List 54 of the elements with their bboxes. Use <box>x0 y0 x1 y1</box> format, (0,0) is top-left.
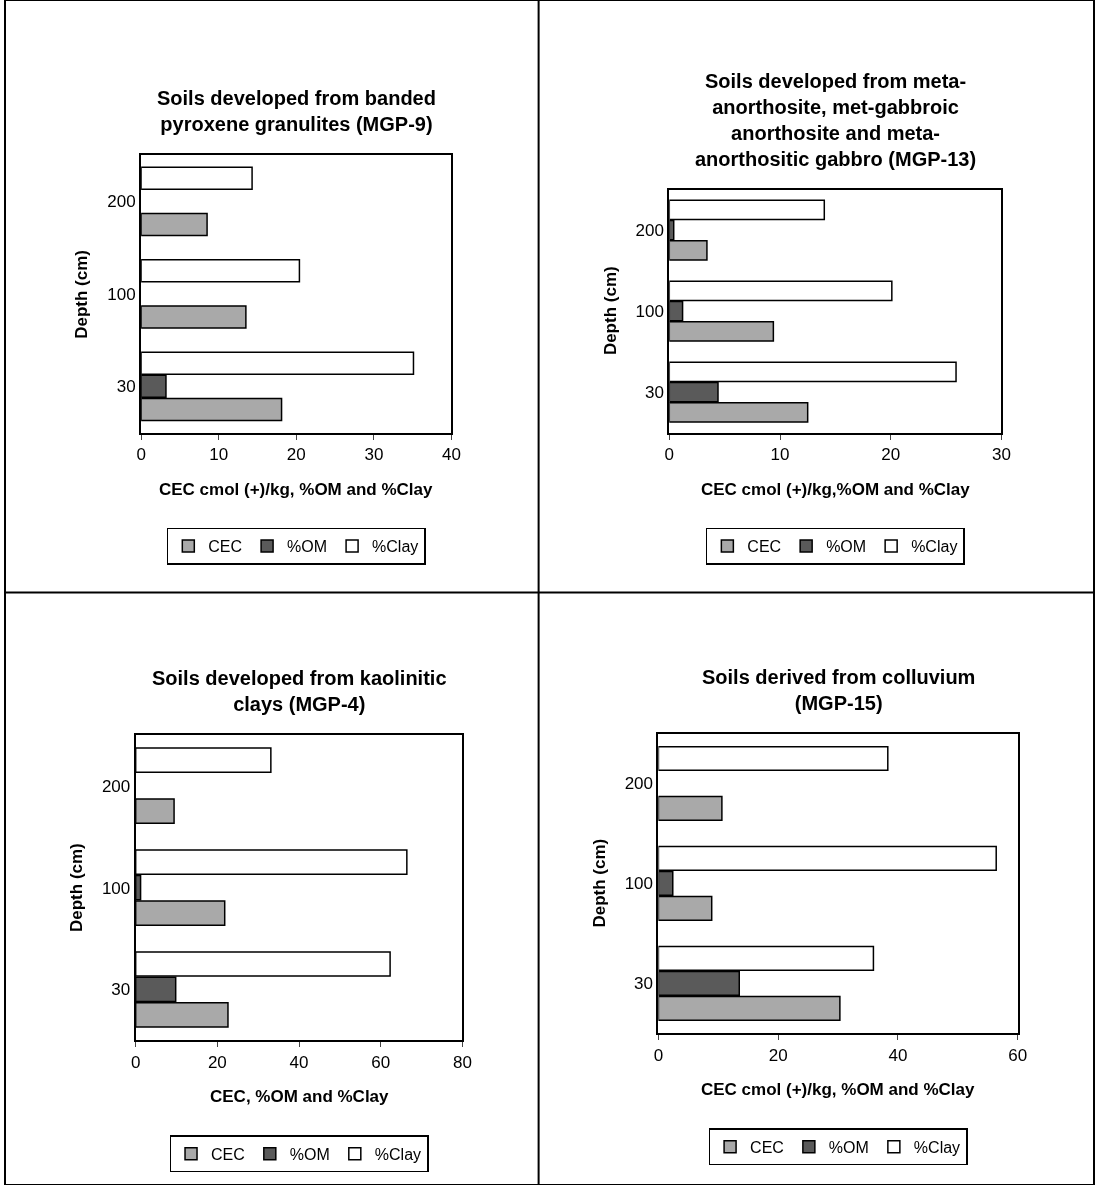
y-tick-label: 30 <box>111 980 131 1000</box>
x-tick-label: 10 <box>770 444 790 464</box>
chart-title: Soils derived from colluvium (MGP-15) <box>702 666 976 714</box>
y-axis-title: Depth (cm) <box>72 249 92 339</box>
x-tick-label: 60 <box>371 1052 391 1072</box>
x-tick-label: 0 <box>664 444 675 464</box>
legend-label: %Clay <box>913 1138 961 1156</box>
legend-label: %OM <box>826 538 867 556</box>
chart-title: Soils developed from meta-anorthosite, met-gabbroic anorthosite and meta-anorthositic gabbro (MGP-13) <box>695 70 977 170</box>
chart-title: Soils developed from kaolinitic clays (MGP-4) <box>152 667 447 715</box>
x-tick-label: 10 <box>209 444 229 464</box>
y-tick-label: 100 <box>101 878 131 898</box>
y-tick-label: 200 <box>635 221 664 241</box>
legend-label: %OM <box>289 1146 330 1164</box>
x-tick-label: 60 <box>1008 1045 1028 1065</box>
legend-label: %Clay <box>911 538 958 556</box>
y-tick-label: 30 <box>116 377 136 397</box>
y-axis-title: Depth (cm) <box>600 266 620 356</box>
x-axis-title: CEC cmol (+)/kg, %OM and %Clay <box>159 480 434 499</box>
chart-title: Soils developed from banded pyroxene granulites (MGP-9) <box>157 87 436 135</box>
x-tick-label: 30 <box>364 444 384 464</box>
x-tick-label: 40 <box>888 1045 908 1065</box>
y-tick-label: 30 <box>634 974 653 994</box>
x-tick-label: 40 <box>442 444 461 464</box>
legend-label: %OM <box>287 538 328 556</box>
x-tick-label: 20 <box>207 1052 227 1072</box>
x-tick-label: 0 <box>653 1045 664 1065</box>
y-tick-label: 200 <box>107 192 136 212</box>
x-tick-label: 30 <box>991 444 1011 464</box>
y-tick-label: 100 <box>624 874 653 894</box>
legend-label: %Clay <box>374 1146 422 1164</box>
y-tick-label: 200 <box>101 776 131 796</box>
x-tick-label: 40 <box>289 1052 309 1072</box>
legend-label: %OM <box>828 1138 869 1156</box>
y-axis-title: Depth (cm) <box>66 843 86 933</box>
y-tick-label: 100 <box>107 284 136 304</box>
x-axis-title: CEC cmol (+)/kg, %OM and %Clay <box>701 1080 976 1099</box>
legend-label: %Clay <box>372 538 419 556</box>
x-axis-title: CEC cmol (+)/kg,%OM and %Clay <box>701 480 971 499</box>
y-tick-label: 100 <box>635 302 664 322</box>
x-tick-label: 20 <box>881 444 901 464</box>
legend-label: CEC <box>747 538 782 556</box>
legend-label: CEC <box>211 1146 245 1164</box>
y-axis-title: Depth (cm) <box>589 838 609 928</box>
x-tick-label: 0 <box>130 1052 141 1072</box>
x-tick-label: 20 <box>286 444 306 464</box>
x-tick-label: 80 <box>452 1052 472 1072</box>
y-tick-label: 200 <box>624 774 653 794</box>
x-axis-title: CEC, %OM and %Clay <box>210 1087 390 1106</box>
legend-label: CEC <box>208 538 243 556</box>
y-tick-label: 30 <box>644 382 664 402</box>
x-tick-label: 20 <box>768 1045 788 1065</box>
legend-label: CEC <box>750 1138 784 1156</box>
x-tick-label: 0 <box>136 444 146 464</box>
